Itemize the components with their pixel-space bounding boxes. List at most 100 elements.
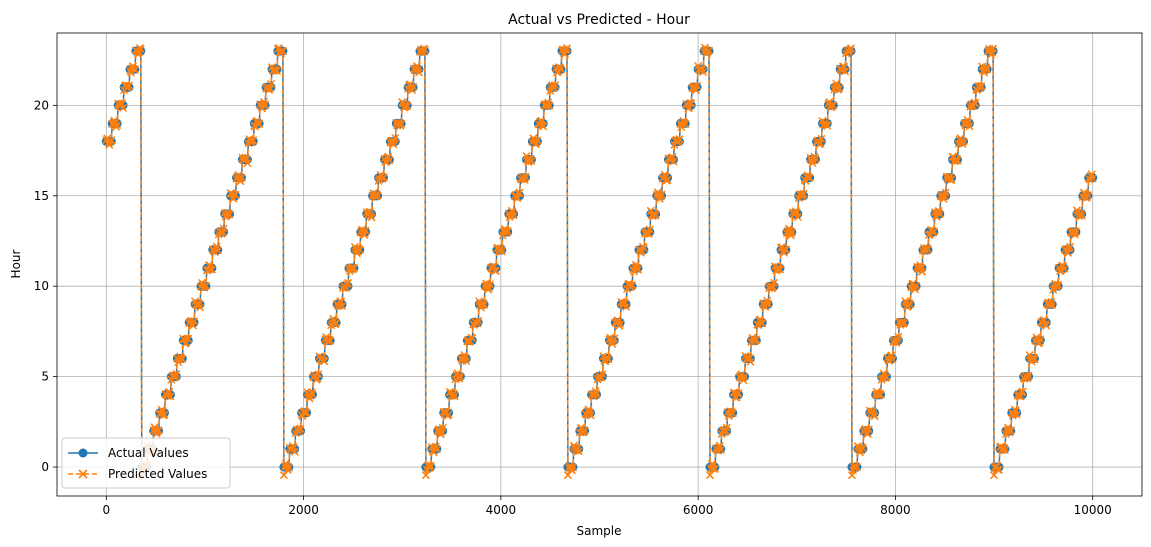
predicted-point xyxy=(775,265,785,274)
predicted-point xyxy=(687,99,696,108)
predicted-point xyxy=(1030,355,1039,364)
predicted-point xyxy=(823,121,832,130)
predicted-point xyxy=(705,471,715,480)
predicted-point xyxy=(355,245,364,254)
predicted-point xyxy=(786,231,795,240)
predicted-point xyxy=(385,156,394,165)
predicted-point xyxy=(622,302,631,311)
legend-predicted-marker xyxy=(78,469,88,479)
predicted-point xyxy=(195,303,205,312)
predicted-point xyxy=(555,63,565,72)
predicted-point xyxy=(449,389,458,398)
predicted-point xyxy=(438,423,447,432)
y-tick-label: 15 xyxy=(34,189,49,203)
predicted-point xyxy=(391,133,400,143)
predicted-point xyxy=(278,47,287,56)
predicted-point xyxy=(710,464,719,473)
predicted-point xyxy=(190,317,199,326)
predicted-point xyxy=(1018,387,1027,396)
legend-box xyxy=(61,437,231,489)
predicted-point xyxy=(610,334,619,343)
predicted-point xyxy=(556,65,566,74)
x-tick-label: 4000 xyxy=(486,503,517,517)
plot-frame xyxy=(56,32,1143,497)
predicted-point xyxy=(261,100,270,109)
predicted-point xyxy=(414,68,424,77)
predicted-point xyxy=(431,442,440,451)
predicted-point xyxy=(272,66,282,75)
predicted-point xyxy=(526,154,535,164)
predicted-point xyxy=(604,355,613,364)
predicted-point xyxy=(591,387,600,396)
predicted-point xyxy=(852,462,861,471)
predicted-point xyxy=(716,445,725,454)
predicted-point xyxy=(160,410,169,419)
predicted-point xyxy=(1048,300,1057,309)
predicted-point xyxy=(154,426,163,435)
predicted-point xyxy=(243,159,252,168)
predicted-point xyxy=(201,281,210,290)
predicted-point xyxy=(929,227,938,236)
predicted-point xyxy=(266,79,276,89)
predicted-point xyxy=(781,245,790,254)
legend: Actual Values Predicted Values xyxy=(61,437,231,489)
predicted-point xyxy=(207,265,216,274)
predicted-point xyxy=(343,278,353,287)
x-axis-label: Sample xyxy=(577,524,622,538)
predicted-point xyxy=(249,136,258,145)
predicted-point xyxy=(279,471,288,480)
predicted-point xyxy=(935,209,944,219)
x-tick-label: 6000 xyxy=(683,503,714,517)
predicted-point xyxy=(119,103,128,112)
predicted-point xyxy=(888,355,897,364)
predicted-point xyxy=(1083,191,1092,200)
predicted-point xyxy=(609,336,618,345)
predicted-point xyxy=(237,173,246,182)
predicted-point xyxy=(900,318,909,327)
predicted-point xyxy=(432,445,441,454)
predicted-point xyxy=(460,350,469,360)
predicted-point xyxy=(639,244,648,253)
predicted-point xyxy=(184,334,193,343)
predicted-point xyxy=(1054,280,1063,289)
predicted-point xyxy=(894,332,903,341)
predicted-point xyxy=(1000,446,1009,455)
predicted-point xyxy=(379,173,388,182)
predicted-point xyxy=(752,335,761,344)
predicted-point xyxy=(551,81,560,90)
predicted-point xyxy=(832,79,841,88)
chart-title: Actual vs Predicted - Hour xyxy=(508,12,690,28)
predicted-point xyxy=(746,357,755,366)
predicted-point xyxy=(829,101,838,110)
predicted-point xyxy=(213,246,222,255)
predicted-point xyxy=(693,81,702,90)
predicted-point xyxy=(1082,193,1091,202)
predicted-point xyxy=(474,316,483,325)
predicted-point xyxy=(283,466,292,475)
predicted-point xyxy=(420,45,429,54)
predicted-point xyxy=(456,372,465,381)
predicted-point xyxy=(468,334,477,343)
predicted-point xyxy=(225,210,234,219)
predicted-point xyxy=(633,265,643,274)
predicted-point xyxy=(770,278,779,287)
predicted-point xyxy=(976,84,985,93)
predicted-point xyxy=(533,136,542,145)
legend-actual-marker xyxy=(78,448,88,458)
y-tick-label: 0 xyxy=(41,460,49,474)
predicted-point xyxy=(166,392,175,401)
predicted-point xyxy=(628,280,637,289)
predicted-point xyxy=(675,135,684,144)
predicted-point xyxy=(367,213,376,222)
predicted-point xyxy=(864,425,873,434)
predicted-point xyxy=(373,191,382,200)
predicted-point xyxy=(740,372,749,381)
predicted-point xyxy=(539,122,548,131)
predicted-point xyxy=(397,119,406,129)
predicted-point xyxy=(1012,410,1021,419)
predicted-point xyxy=(444,410,453,419)
predicted-point xyxy=(987,50,996,59)
predicted-point xyxy=(1024,371,1033,380)
predicted-point xyxy=(870,412,879,421)
